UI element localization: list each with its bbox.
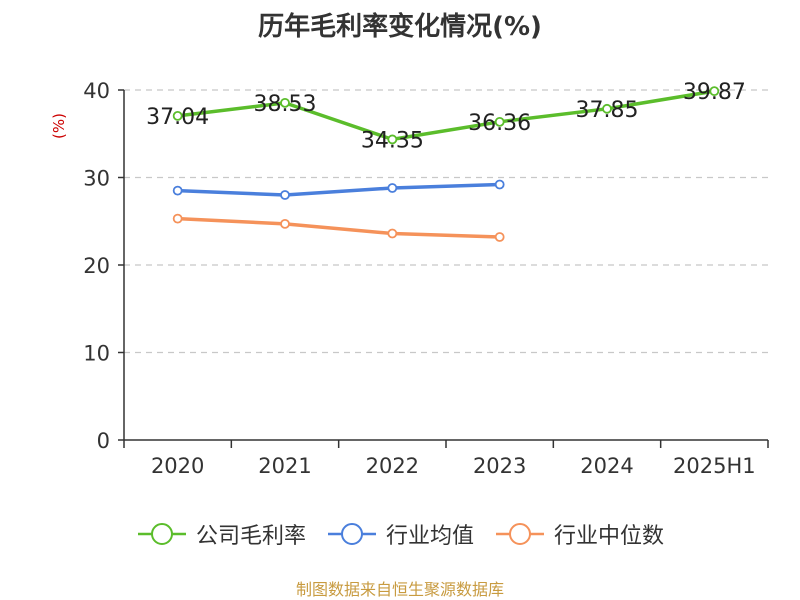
legend-label: 公司毛利率 [195,524,306,549]
data-label: 37.85 [576,98,639,123]
x-tick-label: 2023 [473,454,526,478]
legend-marker-icon [137,523,186,545]
y-tick-label: 30 [83,167,110,191]
gridlines [124,89,768,354]
data-point [494,179,505,190]
legend-label: 行业均值 [385,524,474,549]
data-point [387,228,398,239]
data-point [280,97,290,108]
axes: 0 10 20 30 40 2020 2021 2022 2023 2024 2025H1 [83,79,769,478]
data-point [280,218,290,229]
legend-label: 行业中位数 [554,524,665,549]
data-label: 34.35 [361,128,424,153]
y-axis-label: (%) [50,113,68,139]
data-point [387,134,398,145]
series-line-2 [177,216,500,239]
data-label: 38.53 [254,92,317,117]
source-note: 制图数据来自恒生聚源数据库 [295,580,504,599]
x-tick-label: 2020 [151,454,204,478]
series-line-0 [177,89,715,142]
y-tick-label: 10 [83,342,110,366]
data-point [172,185,183,196]
data-point [172,111,183,121]
series-line-1 [177,182,500,197]
data-label: 36.36 [468,111,531,136]
data-point [494,232,505,242]
legend: 公司毛利率 行业均值 行业中位数 [0,518,800,550]
series-lines [172,86,720,242]
data-point [709,86,720,97]
x-tick-label: 2025H1 [673,454,756,478]
x-tick-label: 2022 [366,454,419,478]
y-tick-label: 40 [83,79,110,103]
data-label: 39.87 [683,80,746,105]
data-point [494,116,505,127]
data-label: 37.04 [146,105,209,130]
data-labels: 37.04 38.53 34.35 36.36 37.85 39.87 [146,80,746,153]
y-tick-label: 0 [97,429,110,453]
legend-item-1[interactable]: 行业均值 [326,518,474,550]
data-point [387,183,398,193]
legend-item-0[interactable]: 公司毛利率 [136,518,306,550]
legend-marker-icon [327,523,376,545]
data-point [602,103,612,114]
data-point [172,213,183,224]
y-tick-label: 20 [83,254,110,278]
chart-title: 历年毛利率变化情况(%) [258,12,542,42]
legend-marker-icon [496,523,544,545]
legend-item-2[interactable]: 行业中位数 [494,518,664,550]
legend-circle [340,523,363,545]
data-point [280,190,290,200]
legend-circle [509,523,531,545]
x-tick-label: 2024 [580,454,633,478]
legend-circle [150,523,173,545]
x-tick-label: 2021 [258,454,311,478]
